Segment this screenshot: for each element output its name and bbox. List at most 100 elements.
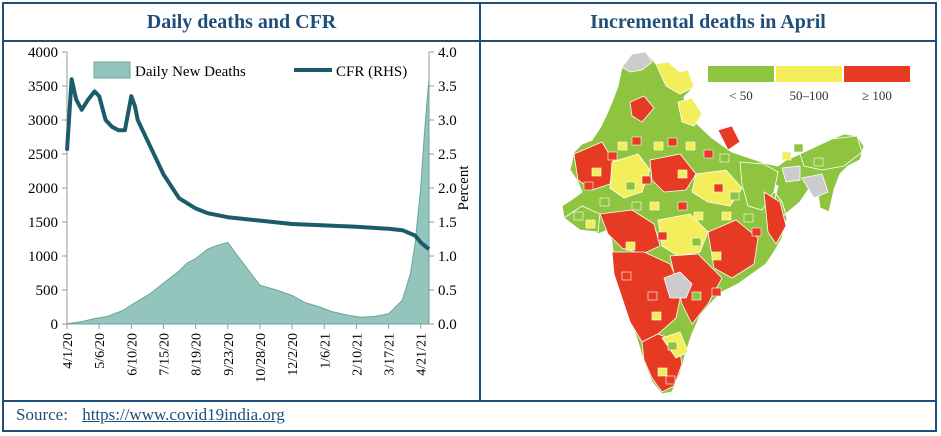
cfr-line [65,77,431,251]
district-cell [651,311,662,321]
legend-label-map: ≥ 100 [862,88,892,103]
district-cell [691,237,702,247]
district-cell [625,181,636,191]
district-cell [781,151,792,161]
y-tick-label-right: 3.5 [438,79,457,95]
district-cell [657,367,668,377]
x-tick-label: 8/19/20 [190,333,205,376]
y-tick-label-left: 2000 [28,181,58,197]
x-tick-label: 5/6/20 [93,333,108,369]
legend-label-deaths: Daily New Deaths [135,64,246,80]
district-cell [585,219,596,229]
legend-swatch-map [708,66,774,82]
district-cell [653,141,664,151]
legend-swatch-map [776,66,842,82]
district-cell [703,149,714,159]
region-west-bengal [763,191,787,245]
right-panel-title: Incremental deaths in April [590,11,826,33]
district-cell [621,271,632,281]
x-tick-label: 4/21/21 [415,333,430,376]
district-cell [647,291,658,301]
y-tick-label-left: 4000 [28,45,58,61]
district-cell [691,291,702,301]
district-cell [713,183,724,193]
district-cell [649,201,660,211]
legend-label-cfr: CFR (RHS) [336,64,407,80]
y-axis-label-right: Percent [456,165,472,211]
daily-deaths-area [66,79,430,325]
district-cell [641,175,652,185]
y-tick-label-left: 1500 [28,215,58,231]
district-cell [631,201,642,211]
district-cell [591,167,602,177]
x-tick-label: 6/10/20 [125,333,140,376]
x-tick-label: 7/15/20 [157,333,172,376]
region-hyderabad-nodata [663,271,693,299]
y-tick-label-left: 3500 [28,79,58,95]
x-tick-label: 12/2/20 [286,333,301,376]
y-tick-label-left: 3000 [28,113,58,129]
x-tick-label: 3/17/21 [383,333,398,376]
region-up-west [649,153,697,193]
district-cell [665,375,676,385]
y-tick-label-right: 0.5 [438,283,457,299]
legend-swatch-map [844,66,910,82]
district-cell [677,201,688,211]
y-tick-label-right: 4.0 [438,45,457,61]
district-cell [711,251,722,261]
y-tick-label-left: 0 [51,317,59,333]
district-cell [677,169,688,179]
district-cell [719,153,730,163]
y-tick-label-right: 2.0 [438,181,457,197]
region-himachal [677,97,703,127]
legend-swatch-deaths [93,61,131,79]
district-cell [729,191,740,201]
district-cell [617,141,628,151]
source-line: Source: https://www.covid19india.org [16,405,285,425]
source-link[interactable]: https://www.covid19india.org [82,405,285,424]
y-tick-label-right: 1.0 [438,249,457,265]
x-tick-label: 9/23/20 [222,333,237,376]
district-cell [607,151,618,161]
district-cell [685,141,696,151]
panel-divider [479,4,481,402]
district-cell [631,136,642,146]
region-uttarakhand [717,125,741,151]
y-tick-label-left: 1000 [28,249,58,265]
region-odisha [707,219,759,279]
deaths-cfr-chart: 0 500 1000 1500 2000 2500 3000 3500 4000 0.0 0.5 1.… [28,45,472,383]
region-ladakh [655,61,695,95]
district-cell [693,211,704,221]
x-tick-label: 1/6/21 [318,333,333,369]
district-cell [667,137,678,147]
india-district-map: < 50 50–100 ≥ 100 [561,51,910,395]
district-cell [721,211,732,221]
region-meghalaya-nodata [801,173,829,199]
district-cell [711,287,722,297]
figure-frame: Daily deaths and CFR Incremental deaths … [2,2,937,432]
y-tick-label-right: 1.5 [438,215,457,231]
source-divider [4,400,935,402]
district-cell [667,341,678,351]
region-northeast [799,135,863,171]
district-cell [743,213,754,223]
x-tick-label: 10/28/20 [254,333,269,383]
y-tick-label-right: 3.0 [438,113,457,129]
region-kashmir-north [621,51,653,73]
y-tick-label-left: 2500 [28,147,58,163]
title-divider [4,40,935,42]
region-rajasthan-east [609,153,651,199]
region-punjab [629,95,655,123]
region-sikkim-nodata [781,165,801,183]
left-panel-title: Daily deaths and CFR [146,11,337,33]
district-cell [657,231,668,241]
x-tick-label: 2/10/21 [350,333,365,376]
district-cell [751,227,762,237]
district-cell [625,241,636,251]
region-maharashtra-north [599,209,661,255]
source-label: Source: [16,405,68,424]
x-tick-label: 4/1/20 [61,333,76,369]
y-tick-label-right: 2.5 [438,147,457,163]
district-cell [813,157,824,167]
district-cell [583,181,594,191]
